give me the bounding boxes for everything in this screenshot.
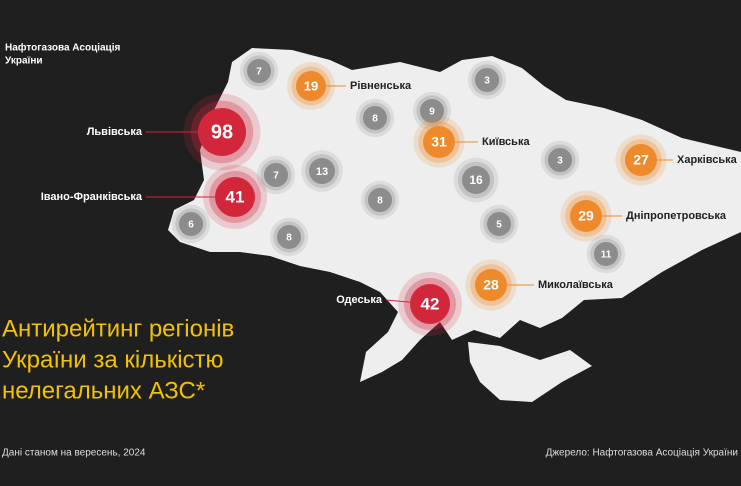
region-label: Миколаївська <box>538 279 614 291</box>
ukraine-map <box>168 48 741 382</box>
region-label: Івано-Франківська <box>41 191 143 203</box>
bubble <box>215 177 255 217</box>
bubble-value: 31 <box>431 134 447 150</box>
bubble <box>247 59 271 83</box>
title: Антирейтинг регіонів <box>2 315 234 342</box>
bubble-value: 8 <box>286 233 292 244</box>
bubble-value: 7 <box>256 67 262 78</box>
footnote: Дані станом на вересень, 2024 <box>2 448 146 459</box>
bubble-value: 13 <box>316 166 328 178</box>
bubble-value: 3 <box>557 156 563 167</box>
bubble <box>277 225 301 249</box>
bubble <box>475 68 499 92</box>
logo-text: Нафтогазова Асоціація <box>5 42 120 54</box>
bubble-value: 8 <box>377 196 383 207</box>
bubble-value: 6 <box>188 220 194 231</box>
region-label: Рівненська <box>350 80 412 92</box>
region-label: Дніпропетровська <box>626 210 727 222</box>
bubble-value: 9 <box>429 107 435 118</box>
bubble <box>423 126 455 158</box>
bubble-value: 27 <box>633 152 649 168</box>
bubble-value: 16 <box>469 173 483 187</box>
bubble <box>410 284 450 324</box>
bubble-value: 42 <box>421 294 440 313</box>
title: нелегальних АЗС* <box>2 377 205 404</box>
source: Джерело: Нафтогазова Асоціація України <box>546 447 738 459</box>
bubble <box>363 106 387 130</box>
crimea-map <box>468 342 592 402</box>
bubble-value: 11 <box>601 250 612 261</box>
bubble <box>487 212 511 236</box>
bubble <box>309 158 335 184</box>
bubble <box>198 108 246 156</box>
bubble <box>462 166 490 194</box>
title: України за кількістю <box>2 346 224 373</box>
bubble-value: 28 <box>483 277 499 293</box>
bubble <box>179 212 203 236</box>
region-label: Київська <box>482 136 530 148</box>
bubble-value: 41 <box>226 187 245 206</box>
region-label: Харківська <box>677 154 738 166</box>
bubble-value: 7 <box>273 171 279 182</box>
bubble-value: 19 <box>304 78 318 93</box>
bubble <box>296 71 326 101</box>
logo-text: України <box>5 56 43 67</box>
bubble-value: 29 <box>578 208 594 224</box>
region-label: Одеська <box>336 294 383 306</box>
bubble <box>420 99 444 123</box>
bubble-value: 5 <box>496 220 502 231</box>
bubble <box>368 188 392 212</box>
bubble-value: 8 <box>372 114 378 125</box>
bubble <box>475 269 507 301</box>
bubble <box>264 163 288 187</box>
region-label: Львівська <box>87 126 143 138</box>
bubble <box>594 242 618 266</box>
bubble-value: 3 <box>484 76 490 87</box>
bubble <box>570 200 602 232</box>
bubble <box>625 144 657 176</box>
bubble-value: 98 <box>211 121 233 143</box>
bubble <box>548 148 572 172</box>
